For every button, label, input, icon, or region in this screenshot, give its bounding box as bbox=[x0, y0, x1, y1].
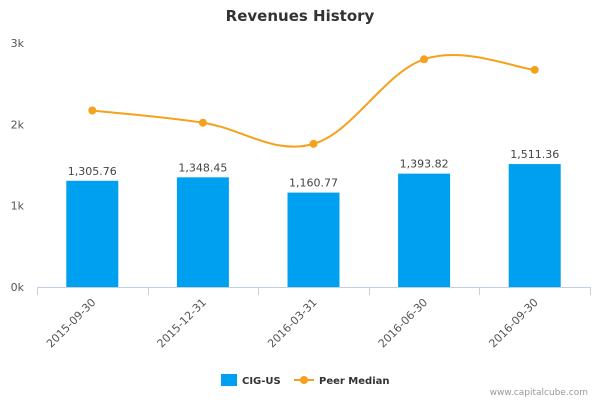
x-tick-label: 2016-03-31 bbox=[265, 296, 319, 350]
y-tick-label: 0k bbox=[11, 281, 25, 294]
x-tick-label: 2015-09-30 bbox=[44, 296, 98, 350]
bar[interactable] bbox=[66, 180, 119, 287]
bar[interactable] bbox=[508, 164, 561, 287]
legend-item-cig-us[interactable]: CIG-US bbox=[221, 374, 281, 387]
legend-label: CIG-US bbox=[242, 376, 281, 387]
bar-data-label: 1,305.76 bbox=[68, 165, 117, 178]
bar-data-label: 1,393.82 bbox=[400, 158, 449, 171]
bar-data-label: 1,160.77 bbox=[289, 177, 338, 190]
x-tick-label: 2016-06-30 bbox=[376, 296, 430, 350]
peer-median-point[interactable] bbox=[88, 106, 97, 115]
y-tick-label: 2k bbox=[11, 118, 25, 131]
legend-swatch-marker bbox=[300, 376, 308, 384]
line-series bbox=[88, 54, 539, 148]
bar-data-label: 1,511.36 bbox=[510, 148, 559, 161]
peer-median-point[interactable] bbox=[198, 118, 207, 127]
legend-label: Peer Median bbox=[319, 376, 390, 387]
bar-data-label: 1,348.45 bbox=[178, 161, 227, 174]
chart-title: Revenues History bbox=[226, 7, 375, 25]
y-tick-label: 1k bbox=[11, 200, 25, 213]
bar[interactable] bbox=[398, 173, 451, 287]
credit-text: www.capitalcube.com bbox=[490, 388, 588, 398]
peer-median-point[interactable] bbox=[309, 139, 318, 148]
y-axis: 0k 1k 2k 3k bbox=[11, 37, 25, 294]
peer-median-line bbox=[92, 54, 535, 148]
bar-series: 1,305.76 1,348.45 1,160.77 1,393.82 1,511.36 bbox=[66, 148, 561, 287]
legend[interactable]: CIG-US Peer Median bbox=[221, 374, 390, 387]
peer-median-point[interactable] bbox=[530, 65, 539, 74]
bar[interactable] bbox=[287, 192, 340, 287]
x-axis: 2015-09-30 2015-12-31 2016-03-31 2016-06-30… bbox=[37, 287, 591, 350]
legend-item-peer-median[interactable]: Peer Median bbox=[294, 376, 390, 387]
peer-median-point[interactable] bbox=[420, 55, 429, 64]
y-tick-label: 3k bbox=[11, 37, 25, 50]
legend-swatch-bar bbox=[221, 374, 237, 386]
bar[interactable] bbox=[176, 177, 229, 287]
x-tick-label: 2016-09-30 bbox=[486, 296, 540, 350]
x-tick-label: 2015-12-31 bbox=[155, 296, 209, 350]
